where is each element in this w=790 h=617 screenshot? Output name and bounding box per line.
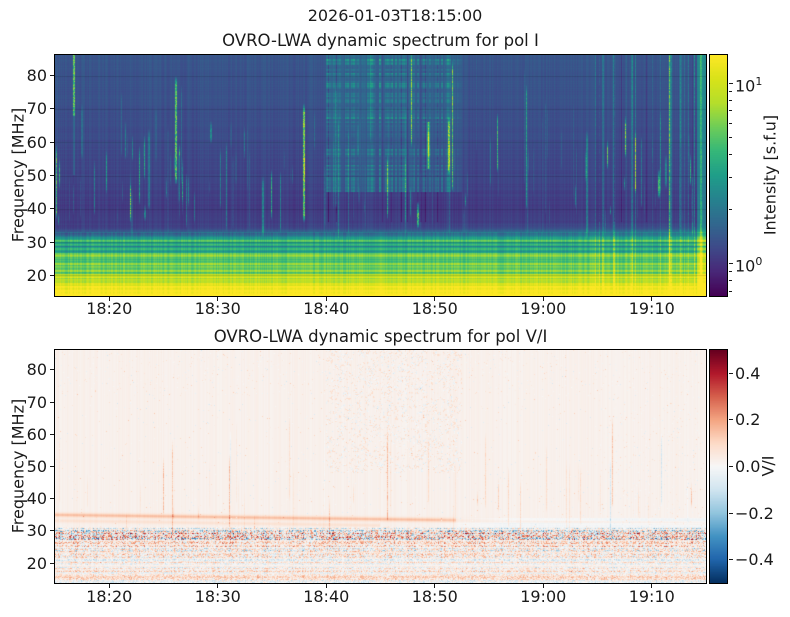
y-tick-label: 60 [26,424,47,444]
colorbar-tick-mark [729,262,733,264]
y-tick-label: 30 [26,521,47,541]
x-tick-mark [217,584,219,588]
colorbar-minor-tick-mark [729,110,732,112]
colorbar-tick-mark [729,466,733,467]
colorbar-minor-tick-mark [729,208,732,210]
y-tick-label: 80 [26,66,47,86]
y-tick-label: 70 [26,392,47,412]
colorbar-tick-label: 0.2 [735,410,761,430]
x-tick-label: 18:30 [194,299,241,318]
bottom-plot-title: OVRO-LWA dynamic spectrum for pol V/I [213,327,548,346]
top-colorbar-label: Intensity [s.f.u] [760,114,780,236]
x-tick-label: 19:00 [520,299,567,318]
x-tick-label: 18:20 [86,299,133,318]
x-tick-mark [325,297,327,301]
colorbar-tick-mark [729,559,733,561]
colorbar-minor-tick-mark [729,271,732,273]
bottom-spectrogram-image [55,350,706,583]
y-tick-mark [50,433,54,435]
y-tick-mark [50,401,54,403]
x-tick-mark [651,297,653,301]
colorbar-minor-tick-mark [729,136,732,138]
y-tick-mark [50,466,54,467]
y-tick-label: 50 [26,166,47,185]
x-tick-mark [108,297,110,301]
y-tick-mark [50,175,54,176]
colorbar-tick-mark [729,372,733,374]
colorbar-minor-tick-mark [729,90,732,92]
x-tick-label: 18:40 [303,587,350,606]
x-tick-label: 18:40 [303,299,350,318]
y-tick-label: 80 [26,360,47,380]
x-tick-mark [325,584,327,588]
colorbar-tick-mark [729,82,733,84]
x-tick-mark [217,297,219,301]
top-colorbar [709,54,728,297]
y-tick-mark [50,75,54,77]
y-tick-mark [50,274,54,276]
x-tick-mark [542,584,544,588]
x-tick-mark [108,584,110,588]
x-tick-label: 18:50 [411,587,458,606]
y-tick-label: 20 [26,265,47,285]
y-tick-label: 40 [26,489,47,509]
y-tick-label: 60 [26,132,47,152]
x-tick-label: 18:50 [411,299,458,318]
y-tick-mark [50,530,54,532]
colorbar-tick-mark [729,419,733,421]
y-tick-mark [50,562,54,564]
y-tick-mark [50,141,54,143]
colorbar-minor-tick-mark [729,290,732,292]
top-plot-title: OVRO-LWA dynamic spectrum for pol I [222,31,539,50]
x-tick-mark [434,584,436,588]
bottom-colorbar-label: V/I [758,455,778,477]
x-tick-label: 19:10 [628,299,675,318]
colorbar-minor-tick-mark [729,154,732,156]
colorbar-tick-label: 101 [735,75,763,96]
colorbar-minor-tick-mark [729,280,732,282]
colorbar-tick-mark [729,512,733,514]
colorbar-minor-tick-mark [729,176,732,178]
x-tick-label: 18:20 [86,587,133,606]
x-tick-mark [651,584,653,588]
x-tick-label: 19:10 [628,587,675,606]
bottom-colorbar-gradient [710,350,727,583]
top-spectrogram-axes [54,54,707,297]
colorbar-tick-label: 0.0 [735,457,761,476]
colorbar-minor-tick-mark [729,100,732,101]
y-tick-mark [50,369,54,371]
top-colorbar-gradient [710,55,727,296]
x-tick-mark [542,297,544,301]
colorbar-tick-label: 0.4 [735,363,761,383]
colorbar-tick-label: −0.2 [735,503,774,523]
top-spectrogram-image [55,55,706,296]
y-tick-label: 40 [26,199,47,219]
y-tick-label: 30 [26,232,47,252]
x-tick-label: 19:00 [520,587,567,606]
bottom-colorbar [709,349,728,584]
y-tick-mark [50,108,54,110]
y-tick-mark [50,498,54,500]
y-tick-mark [50,208,54,210]
colorbar-tick-label: −0.4 [735,550,774,570]
colorbar-tick-label: 100 [735,255,763,276]
colorbar-minor-tick-mark [729,122,732,124]
y-tick-label: 20 [26,553,47,573]
figure-title: 2026-01-03T18:15:00 [307,6,483,25]
y-tick-label: 50 [26,457,47,476]
bottom-spectrogram-axes [54,349,707,584]
y-tick-label: 70 [26,99,47,119]
x-tick-label: 18:30 [194,587,241,606]
y-tick-mark [50,241,54,243]
x-tick-mark [434,297,436,301]
